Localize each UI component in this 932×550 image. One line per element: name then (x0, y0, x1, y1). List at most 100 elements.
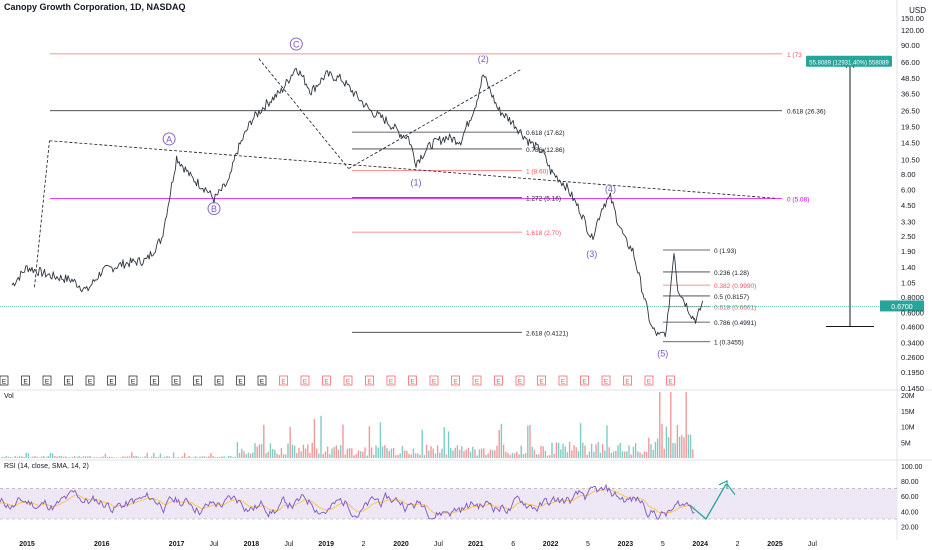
wave-label: (4) (605, 184, 616, 194)
current-price-label: 0.6700 (891, 304, 913, 311)
price-tick-label: 0.6000 (901, 308, 924, 317)
fib-level-label: 0.786 (0.4991) (714, 320, 756, 327)
wave-trend-line (34, 140, 50, 288)
fib-level-label: 2.618 (0.4121) (526, 330, 568, 337)
volume-tick-label: 15M (901, 409, 915, 416)
earnings-marker (408, 375, 417, 386)
rsi-tick-label: 60.00 (901, 494, 919, 501)
wave-label: (1) (410, 178, 421, 188)
earnings-marker (257, 375, 267, 386)
currency-label[interactable]: USD (909, 6, 926, 15)
wave-label: C (293, 40, 300, 50)
price-tick-label: 10.50 (901, 156, 920, 165)
earnings-marker-label: E (604, 379, 609, 386)
price-tick-label: 14.50 (901, 139, 920, 148)
trend-lines (34, 58, 776, 288)
volume-tick-label: 10M (901, 425, 915, 432)
wave-labels: A B C (1) (2) (3) (4) (5) (162, 37, 668, 358)
earnings-marker (128, 375, 138, 386)
price-tick-label: 1.90 (901, 247, 916, 256)
wave-label: (3) (586, 249, 597, 259)
rsi-band (0, 488, 897, 519)
earnings-marker-label: E (389, 379, 394, 386)
earnings-marker-label: E (668, 379, 673, 386)
price-tick-label: 3.30 (901, 217, 916, 226)
earnings-marker-label: E (367, 379, 372, 386)
price-axis[interactable]: 150.00 120.00 90.00 66.00 48.50 36.50 26.50 19.… (901, 14, 924, 393)
price-tick-label: 19.50 (901, 123, 920, 132)
wave-circle (162, 132, 176, 146)
time-tick-label: 2020 (393, 541, 409, 548)
earnings-marker (580, 375, 589, 386)
earnings-marker-label: E (174, 379, 179, 386)
earnings-marker-label: E (475, 379, 480, 386)
wave-label: A (166, 134, 172, 144)
earnings-marker-label: E (281, 379, 286, 386)
volume-label: Vol (4, 393, 14, 400)
price-tick-label: 0.3400 (901, 339, 924, 348)
price-tick-label: 48.50 (901, 74, 920, 83)
fib-level-label: 1 (73 (787, 52, 802, 59)
earnings-marker (601, 375, 611, 386)
time-tick-label: Jul (434, 541, 443, 548)
earnings-marker (85, 375, 95, 386)
price-tick-label: 120.00 (901, 26, 924, 35)
earnings-marker (386, 375, 396, 386)
current-price-tag (880, 300, 924, 312)
rsi-projection (689, 483, 727, 521)
wave-trend-line (258, 58, 349, 169)
earnings-marker-label: E (410, 379, 415, 386)
time-tick-label: 2018 (244, 541, 260, 548)
price-tick-label: 1.05 (901, 278, 916, 287)
earnings-marker (558, 375, 568, 386)
earnings-marker (171, 375, 181, 386)
volume-pane: Vol 20M 15M 10M 5M (1, 392, 915, 458)
price-tick-label: 0.1950 (901, 368, 924, 377)
earnings-marker (322, 375, 331, 386)
price-tick-label: 1.40 (901, 263, 916, 272)
price-series (11, 68, 704, 338)
earnings-marker (666, 375, 675, 386)
price-tick-label: 36.50 (901, 89, 920, 98)
time-tick-label: 2024 (692, 541, 708, 548)
earnings-marker (494, 375, 503, 386)
earnings-marker (644, 375, 654, 386)
earnings-marker-label: E (496, 379, 501, 386)
earnings-marker-label: E (2, 379, 7, 386)
price-tick-label: 8.00 (901, 170, 916, 179)
earnings-marker (429, 375, 439, 386)
fib-level-label: 0.382 (0.9990) (714, 283, 756, 290)
rsi-projection-tail (726, 483, 736, 496)
price-tick-label: 0.4600 (901, 322, 924, 331)
price-tick-label: 150.00 (901, 14, 924, 23)
price-line (11, 68, 704, 338)
price-tick-label: 2.50 (901, 232, 916, 241)
rsi-line (0, 483, 695, 520)
earnings-marker (623, 375, 632, 386)
earnings-marker (64, 375, 73, 386)
price-tick-label: 0.8000 (901, 293, 924, 302)
earnings-marker-label: E (45, 379, 50, 386)
time-tick-label: 2022 (543, 541, 559, 548)
earnings-marker-label: E (432, 379, 437, 386)
price-tick-label: 66.00 (901, 58, 920, 67)
earnings-marker (107, 375, 116, 386)
earnings-marker-label: E (324, 379, 329, 386)
earnings-marker-label: E (539, 379, 544, 386)
fib-level-label: 0.236 (1.28) (714, 270, 749, 277)
earnings-marker (472, 375, 482, 386)
time-axis[interactable]: 2015 2016 2017 Jul 2018 Jul 2019 2 2020 Jul 2021 6 2… (19, 541, 817, 548)
price-tick-label: 26.50 (901, 106, 920, 115)
time-tick-label: 2015 (19, 541, 35, 548)
resistance-trend-line (49, 140, 776, 199)
price-tick-label: 0.2600 (901, 353, 924, 362)
time-tick-label: 2019 (318, 541, 334, 548)
earnings-marker (236, 375, 245, 386)
time-tick-label: 2025 (767, 541, 783, 548)
wave-trend-line (348, 69, 521, 169)
earnings-marker (42, 375, 52, 386)
wave-label: (5) (657, 348, 668, 358)
